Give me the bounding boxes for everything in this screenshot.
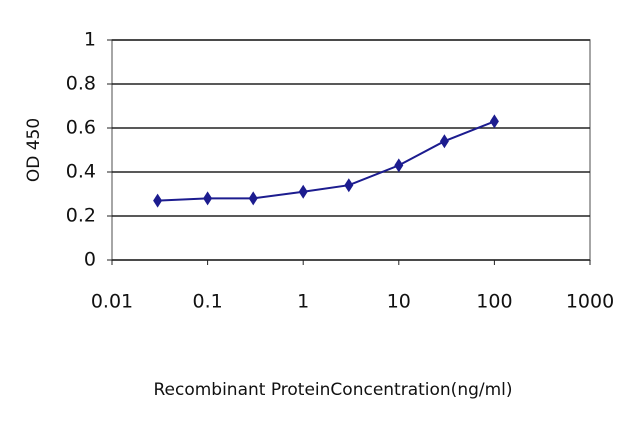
x-axis-label: Recombinant ProteinConcentration(ng/ml) xyxy=(153,380,512,400)
data-point xyxy=(153,193,163,208)
y-tick-label: 0.2 xyxy=(66,205,96,227)
y-tick-label: 1 xyxy=(84,29,96,51)
y-tick-label: 0 xyxy=(84,249,96,271)
plot-area xyxy=(111,39,591,261)
y-axis-label: OD 450 xyxy=(24,118,44,182)
data-point xyxy=(344,178,354,193)
data-point xyxy=(298,184,308,199)
data-point xyxy=(489,114,499,129)
y-tick-label: 0.8 xyxy=(66,73,96,95)
data-point xyxy=(439,134,449,149)
series-line xyxy=(157,120,495,202)
x-tick-label: 0.1 xyxy=(192,291,222,313)
y-tick-label: 0.6 xyxy=(66,117,96,139)
x-tick-label: 100 xyxy=(476,291,512,313)
data-point xyxy=(203,191,213,206)
data-point xyxy=(394,158,404,173)
x-tick-label: 1 xyxy=(297,291,309,313)
y-tick-label: 0.4 xyxy=(66,161,96,183)
x-tick-label: 1000 xyxy=(566,291,614,313)
x-tick-label: 10 xyxy=(387,291,411,313)
x-tick-label: 0.01 xyxy=(91,291,133,313)
data-point xyxy=(248,191,258,206)
